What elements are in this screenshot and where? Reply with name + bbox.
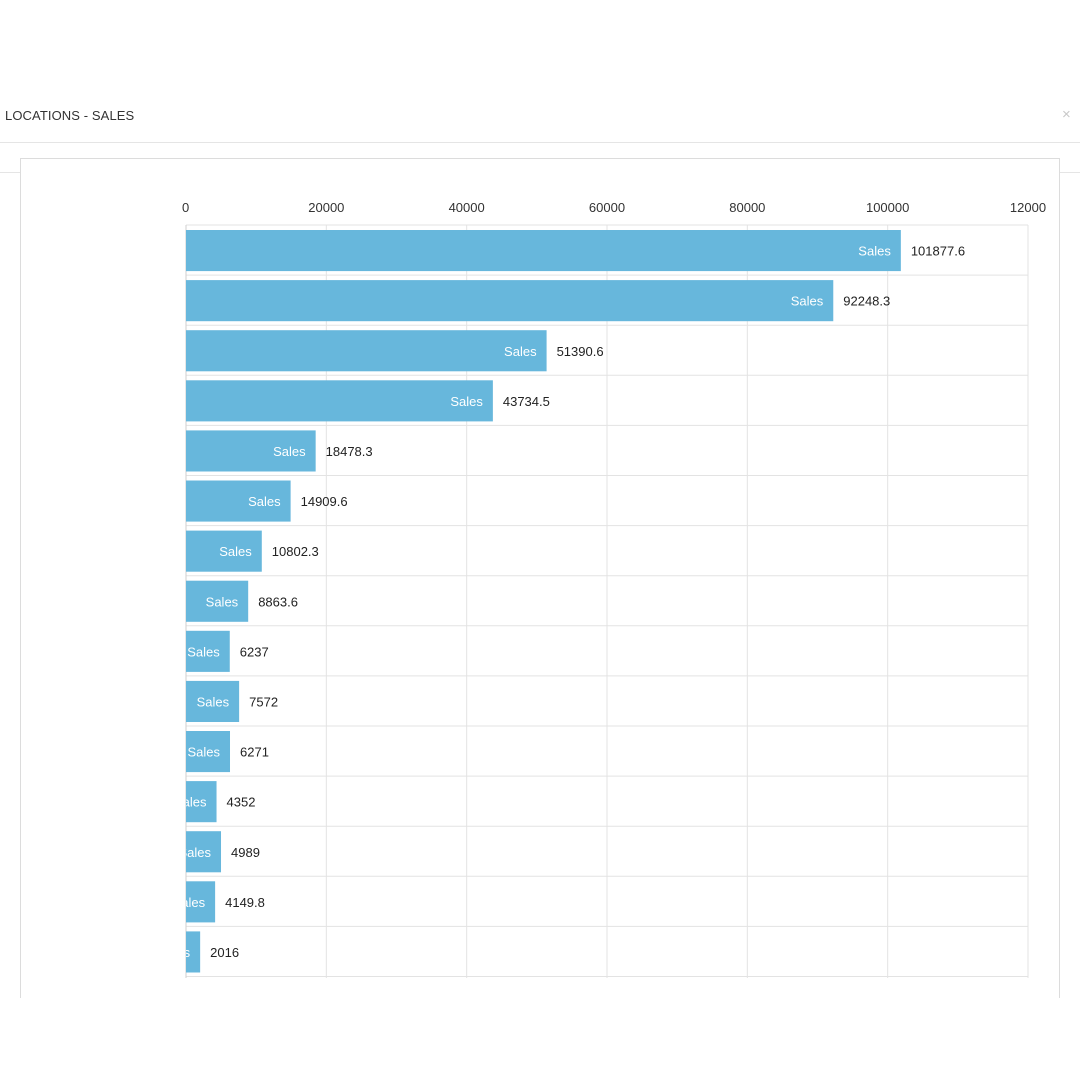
bar-value-label: 2016 <box>210 945 239 960</box>
x-tick-label: 0 <box>182 200 189 215</box>
bar-value-label: 4989 <box>231 845 260 860</box>
bar <box>186 230 901 272</box>
bar <box>186 380 493 422</box>
bar-series-label: Sales <box>791 294 824 309</box>
close-icon[interactable]: × <box>1062 106 1071 123</box>
x-tick-label: 40000 <box>449 200 485 215</box>
x-tick-label: 80000 <box>729 200 765 215</box>
bar-series-label: Sales <box>197 694 230 709</box>
bar-value-label: 51390.6 <box>557 344 604 359</box>
bar-value-label: 43734.5 <box>503 394 550 409</box>
bar <box>186 881 216 923</box>
bar-value-label: 6271 <box>240 745 269 760</box>
bar-series-label: Sales <box>858 244 891 259</box>
bar-series-label: Sales <box>504 344 537 359</box>
bar-series-label: Sales <box>173 895 206 910</box>
x-tick-label: 12000 <box>1010 200 1046 215</box>
bar <box>186 731 231 773</box>
bar-value-label: 4352 <box>227 795 256 810</box>
x-tick-label: 60000 <box>589 200 625 215</box>
x-tick-label: 20000 <box>308 200 344 215</box>
bar-series-label: Sales <box>174 795 207 810</box>
bar-value-label: 6237 <box>240 644 269 659</box>
bar-series-label: Sales <box>248 494 281 509</box>
bar-value-label: 4149.8 <box>225 895 265 910</box>
bar <box>186 580 249 622</box>
bar-value-label: 101877.6 <box>911 244 965 259</box>
divider-left <box>0 172 20 173</box>
bars-group: Sales Sales Sales Sales Sales Sales Sales Sales… <box>158 230 901 973</box>
bar-series-label: Sales <box>158 945 191 960</box>
bar <box>186 931 201 973</box>
bar-series-label: Sales <box>273 444 306 459</box>
bar <box>186 781 217 823</box>
bar <box>186 530 262 572</box>
bar-value-label: 92248.3 <box>843 294 890 309</box>
bar-value-label: 18478.3 <box>326 444 373 459</box>
bar-value-label: 10802.3 <box>272 544 319 559</box>
bar-value-label: 8863.6 <box>258 594 298 609</box>
bar-series-label: Sales <box>206 594 239 609</box>
bar <box>186 330 547 372</box>
bar-series-label: Sales <box>187 644 220 659</box>
bar <box>186 430 316 472</box>
bar-value-label: 14909.6 <box>301 494 348 509</box>
bar <box>186 480 291 522</box>
bar-value-label: 7572 <box>249 694 278 709</box>
x-tick-label: 100000 <box>866 200 909 215</box>
bar-series-label: Sales <box>450 394 483 409</box>
bar <box>186 680 240 722</box>
bar-series-label: Sales <box>219 544 252 559</box>
bar-series-label: Sales <box>178 845 211 860</box>
divider-right <box>1060 172 1080 173</box>
bar <box>186 831 222 873</box>
bar <box>186 280 834 322</box>
modal-title: LOCATIONS - SALES <box>5 108 135 123</box>
bar-series-label: Sales <box>187 745 220 760</box>
header-divider <box>0 142 1080 143</box>
bar <box>186 630 230 672</box>
